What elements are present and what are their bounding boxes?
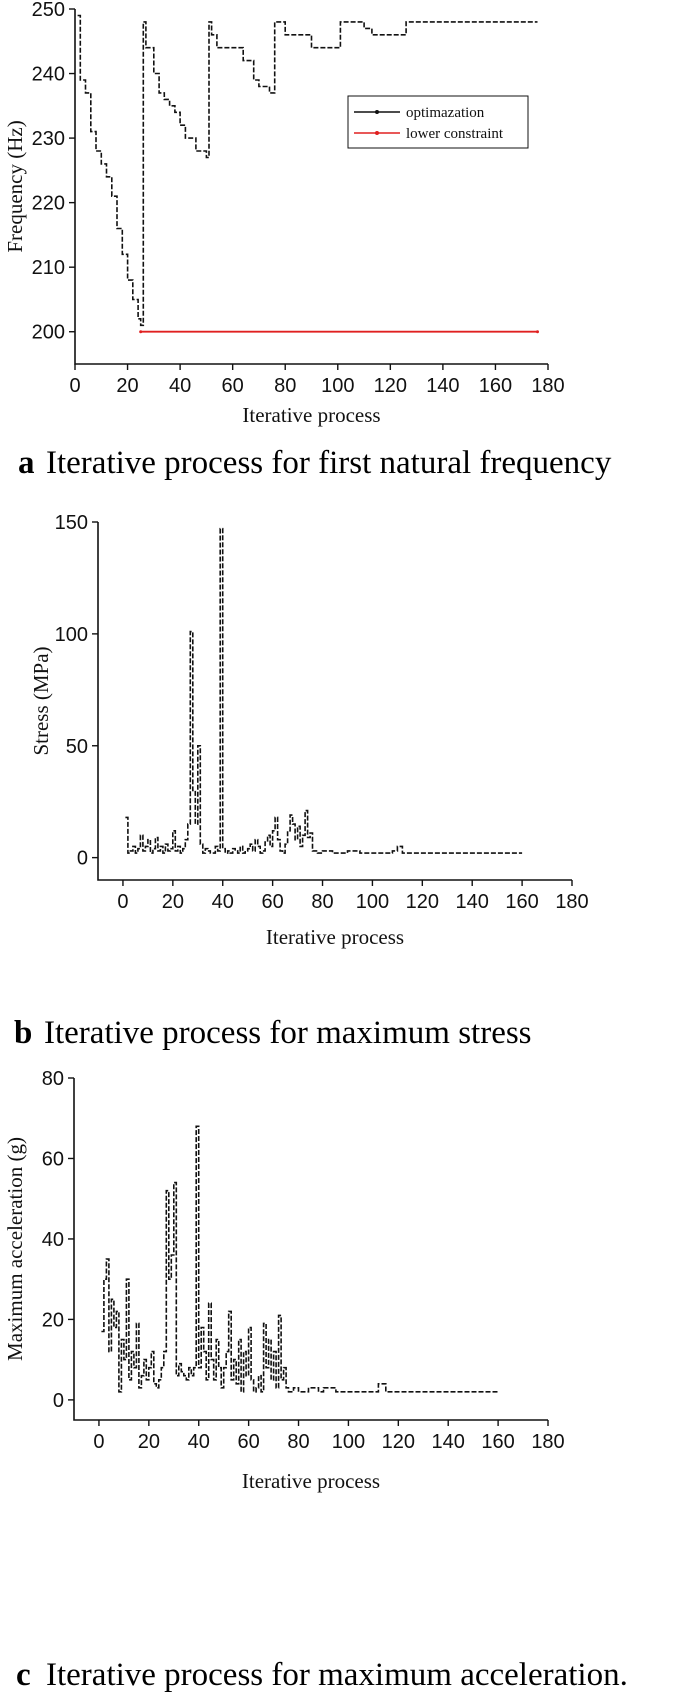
x-tick-label: 140 — [426, 375, 459, 397]
legend-box — [347, 95, 529, 149]
x-tick-label: 40 — [212, 891, 234, 913]
chart-c-acceleration: 0 20 40 60 80 100 120 140 160 180 0 20 40 60 80 Iterati… — [3, 1068, 565, 1493]
x-tick-label: 20 — [162, 891, 184, 913]
x-tick-label: 0 — [93, 1431, 104, 1453]
x-tick-label: 80 — [311, 891, 333, 913]
x-tick-label: 80 — [274, 375, 296, 397]
y-tick-label: 50 — [66, 736, 88, 758]
x-tick-label: 120 — [406, 891, 439, 913]
x-tick-label: 140 — [432, 1431, 465, 1453]
x-tick-label: 20 — [138, 1431, 160, 1453]
legend-marker-0 — [375, 110, 379, 114]
caption-a: a Iterative process for first natural fr… — [18, 445, 612, 481]
caption-c-letter: c — [16, 1657, 31, 1693]
x-tick-label: 60 — [262, 891, 284, 913]
caption-c-text: Iterative process for maximum accelerati… — [46, 1657, 628, 1693]
x-tick-label: 180 — [531, 1431, 564, 1453]
caption-b-letter: b — [14, 1015, 32, 1051]
x-tick-label: 160 — [481, 1431, 514, 1453]
x-tick-label: 160 — [479, 375, 512, 397]
x-tick-label: 20 — [116, 375, 138, 397]
y-tick-label: 60 — [42, 1148, 64, 1170]
y-tick-label: 150 — [55, 512, 88, 534]
y-tick-label: 40 — [42, 1229, 64, 1251]
x-tick-label: 120 — [382, 1431, 415, 1453]
y-tick-label: 80 — [42, 1068, 64, 1090]
y-tick-label: 200 — [32, 322, 65, 344]
x-tick-label: 180 — [531, 375, 564, 397]
caption-b-text: Iterative process for maximum stress — [44, 1015, 532, 1051]
y-tick-label: 230 — [32, 128, 65, 150]
caption-b: b Iterative process for maximum stress — [14, 1015, 532, 1051]
y-tick-label: 100 — [55, 624, 88, 646]
axis-lines — [74, 9, 548, 365]
x-tick-label: 120 — [374, 375, 407, 397]
chart-b-stress: 0 20 40 60 80 100 120 140 160 180 0 50 100 150 Iterati… — [29, 512, 589, 949]
series-point-0-1 — [139, 330, 143, 334]
y-tick-label: 0 — [77, 848, 88, 870]
x-tick-label: 0 — [117, 891, 128, 913]
series-line-1-0 — [125, 527, 523, 854]
y-tick-label: 210 — [32, 257, 65, 279]
legend-marker-1 — [375, 131, 379, 135]
chart-a-frequency: 0 20 40 60 80 100 120 140 160 180 200 210 220 230 240 2… — [3, 0, 565, 427]
x-tick-label: 160 — [505, 891, 538, 913]
x-axis-label: Iterative process — [242, 1469, 380, 1493]
y-tick-label: 20 — [42, 1309, 64, 1331]
caption-a-text: Iterative process for first natural freq… — [46, 445, 612, 481]
series-point-0-1 — [535, 330, 539, 334]
x-tick-label: 60 — [222, 375, 244, 397]
caption-c: c Iterative process for maximum accelera… — [16, 1657, 628, 1693]
x-tick-label: 180 — [555, 891, 588, 913]
axis-lines — [73, 1078, 548, 1421]
legend-label-1: lower constraint — [406, 126, 504, 142]
series-line-0-0 — [77, 14, 538, 327]
y-axis-label: Maximum acceleration (g) — [3, 1137, 27, 1361]
y-tick-label: 240 — [32, 64, 65, 86]
y-tick-label: 250 — [32, 0, 65, 21]
x-tick-label: 100 — [356, 891, 389, 913]
y-axis-label: Frequency (Hz) — [3, 120, 27, 252]
y-axis-label: Stress (MPa) — [29, 646, 53, 755]
x-axis-label: Iterative process — [266, 925, 404, 949]
x-tick-label: 60 — [238, 1431, 260, 1453]
axis-lines — [97, 522, 572, 881]
legend-label-0: optimazation — [406, 105, 485, 121]
x-tick-label: 140 — [456, 891, 489, 913]
x-axis-label: Iterative process — [242, 403, 380, 427]
y-tick-label: 220 — [32, 193, 65, 215]
x-tick-label: 0 — [69, 375, 80, 397]
series-line-2-0 — [101, 1125, 499, 1393]
x-tick-label: 100 — [321, 375, 354, 397]
x-tick-label: 40 — [169, 375, 191, 397]
y-tick-label: 0 — [53, 1390, 64, 1412]
x-tick-label: 40 — [188, 1431, 210, 1453]
x-tick-label: 100 — [332, 1431, 365, 1453]
x-tick-label: 80 — [287, 1431, 309, 1453]
caption-a-letter: a — [18, 445, 35, 481]
